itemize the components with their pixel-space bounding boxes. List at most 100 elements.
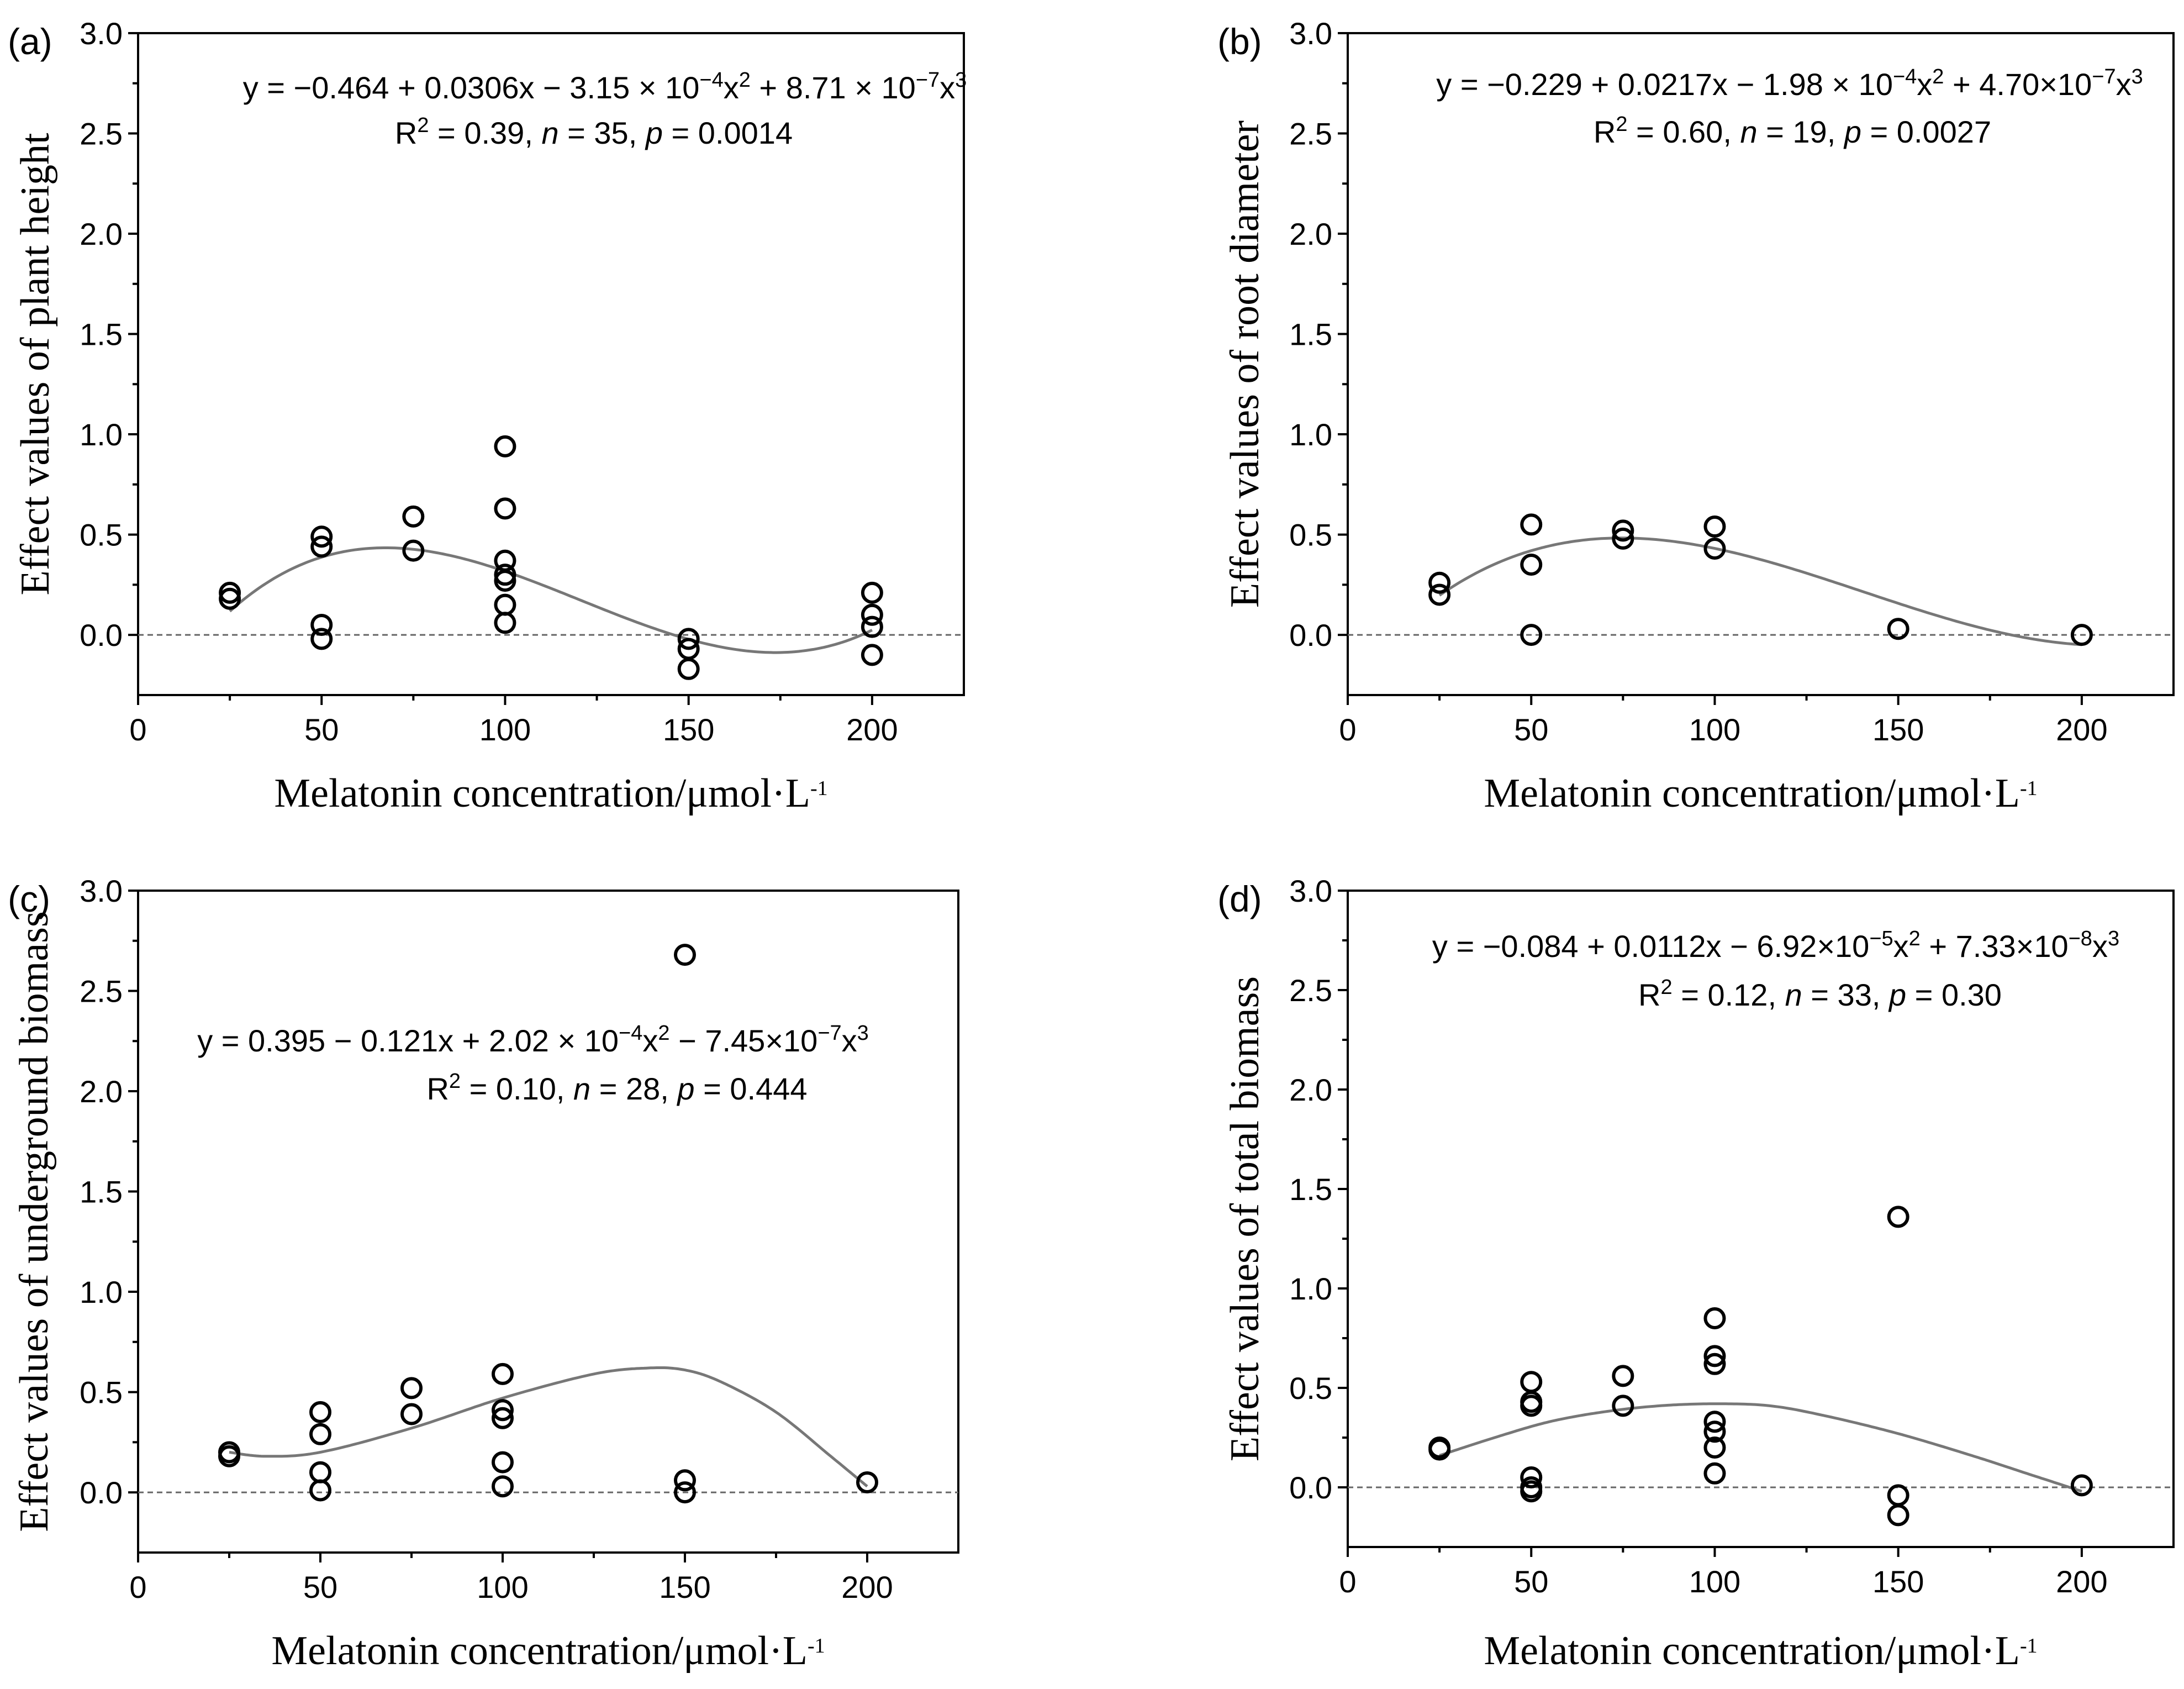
y-tick-label: 1.0 bbox=[80, 417, 123, 452]
data-point bbox=[218, 1445, 240, 1467]
x-tick-label: 0 bbox=[1339, 1564, 1356, 1599]
data-point bbox=[309, 1479, 331, 1502]
data-point bbox=[494, 497, 516, 520]
data-point bbox=[1520, 1371, 1543, 1393]
data-point bbox=[1887, 1484, 1909, 1507]
fit-equation: y = −0.464 + 0.0306x − 3.15 × 10−4x2 + 8… bbox=[243, 69, 967, 105]
y-tick-label: 0.5 bbox=[1289, 518, 1332, 553]
data-point bbox=[1520, 1466, 1543, 1488]
data-point bbox=[494, 564, 516, 586]
plot-frame bbox=[1347, 890, 2175, 1548]
y-axis-label: Effect values of root diameter bbox=[1222, 120, 1268, 608]
y-tick-label: 1.5 bbox=[1289, 1172, 1332, 1207]
plot-frame bbox=[137, 32, 965, 696]
fit-statistics: R2 = 0.12, n = 33, p = 0.30 bbox=[1638, 976, 2002, 1012]
fit-statistics: R2 = 0.39, n = 35, p = 0.0014 bbox=[395, 114, 793, 150]
data-point bbox=[1428, 571, 1451, 594]
x-axis-label: Melatonin concentration/μmol·L-1 bbox=[1484, 1628, 2037, 1674]
fit-equation: y = −0.084 + 0.0112x − 6.92×10−5x2 + 7.3… bbox=[1432, 927, 2119, 964]
data-point bbox=[310, 613, 333, 636]
panel-b: 0.0 0.5 1.0 1.5 2.0 2.5 3.0 0 50 100 150 200 (b) y = … bbox=[1217, 16, 2175, 816]
panel-c: 0.0 0.5 1.0 1.5 2.0 2.5 3.0 0 50 100 150 200 (c) y = … bbox=[8, 874, 959, 1674]
y-tick-label: 0.5 bbox=[80, 1375, 123, 1410]
x-tick-label: 50 bbox=[1514, 712, 1548, 747]
data-point bbox=[677, 628, 700, 650]
data-point bbox=[861, 615, 883, 638]
x-tick-label: 100 bbox=[479, 712, 531, 747]
data-point bbox=[1703, 1411, 1726, 1433]
y-axis-label: Effect values of underground biomass bbox=[12, 911, 57, 1532]
y-tick-label: 2.0 bbox=[1289, 1072, 1332, 1107]
y-axis-label: Effect values of total biomass bbox=[1222, 976, 1268, 1461]
data-point bbox=[674, 1469, 696, 1492]
data-point bbox=[400, 1403, 423, 1425]
data-point bbox=[1703, 1353, 1726, 1375]
fitted-curve bbox=[1439, 1402, 2082, 1493]
data-point bbox=[1703, 1437, 1726, 1459]
data-point bbox=[310, 628, 333, 650]
y-tick-label: 2.5 bbox=[80, 117, 123, 151]
y-tick-label: 2.5 bbox=[1289, 973, 1332, 1008]
y-tick-label: 2.5 bbox=[1289, 117, 1332, 151]
y-tick-label: 0.5 bbox=[80, 518, 123, 553]
x-axis-label: Melatonin concentration/μmol·L-1 bbox=[274, 771, 827, 816]
data-point bbox=[2070, 624, 2093, 646]
data-point bbox=[677, 657, 700, 680]
x-tick-label: 50 bbox=[303, 1570, 337, 1604]
fit-equation: y = 0.395 − 0.121x + 2.02 × 10−4x2 − 7.4… bbox=[197, 1022, 869, 1058]
data-point bbox=[1612, 519, 1634, 542]
data-point bbox=[1520, 554, 1543, 576]
data-point bbox=[1703, 1420, 1726, 1443]
y-tick-label: 0.0 bbox=[80, 1475, 123, 1510]
data-point bbox=[1520, 624, 1543, 646]
y-axis-label: Effect values of plant height bbox=[13, 133, 58, 595]
data-point bbox=[1428, 1438, 1451, 1461]
y-tick-label: 1.5 bbox=[1289, 317, 1332, 352]
data-point bbox=[674, 1481, 696, 1504]
y-tick-label: 2.0 bbox=[80, 217, 123, 251]
fitted-curve bbox=[229, 546, 873, 654]
y-tick-label: 0.0 bbox=[80, 618, 123, 653]
x-tick-label: 200 bbox=[2056, 1564, 2107, 1599]
data-point bbox=[494, 570, 516, 592]
fit-equation: y = −0.229 + 0.0217x − 1.98 × 10−4x2 + 4… bbox=[1436, 65, 2143, 102]
x-axis-label: Melatonin concentration/μmol·L-1 bbox=[271, 1628, 825, 1674]
y-tick-label: 0.5 bbox=[1289, 1371, 1332, 1406]
data-point bbox=[309, 1461, 331, 1483]
data-point bbox=[1428, 583, 1451, 606]
y-tick-label: 0.0 bbox=[1289, 1470, 1332, 1505]
data-point bbox=[1520, 513, 1543, 536]
data-point bbox=[400, 1377, 423, 1399]
x-tick-label: 150 bbox=[659, 1570, 710, 1604]
x-tick-label: 0 bbox=[129, 1570, 146, 1604]
data-point bbox=[494, 593, 516, 616]
data-point bbox=[402, 539, 425, 562]
data-point bbox=[1612, 1365, 1634, 1387]
panel-label: (d) bbox=[1217, 878, 1262, 919]
data-point bbox=[2070, 1474, 2093, 1497]
y-tick-label: 3.0 bbox=[1289, 874, 1332, 908]
data-point bbox=[492, 1362, 514, 1385]
data-point bbox=[310, 535, 333, 558]
data-point bbox=[219, 581, 241, 604]
y-tick-label: 3.0 bbox=[80, 874, 123, 908]
panel-d: 0.0 0.5 1.0 1.5 2.0 2.5 3.0 0 50 100 150 200 (d) y = … bbox=[1217, 874, 2175, 1674]
panel-label: (a) bbox=[8, 21, 52, 62]
data-point bbox=[1520, 1480, 1543, 1503]
data-point bbox=[492, 1451, 514, 1474]
y-tick-label: 3.0 bbox=[80, 16, 123, 51]
data-point bbox=[309, 1401, 331, 1423]
y-tick-label: 0.0 bbox=[1289, 618, 1332, 653]
x-tick-label: 150 bbox=[1872, 1564, 1924, 1599]
data-point bbox=[861, 581, 883, 604]
data-point bbox=[674, 944, 696, 966]
x-tick-label: 100 bbox=[1689, 712, 1740, 747]
data-point bbox=[492, 1475, 514, 1498]
data-point bbox=[1703, 1345, 1726, 1367]
data-point bbox=[1887, 618, 1909, 640]
fitted-curve bbox=[1438, 536, 2082, 646]
x-tick-label: 200 bbox=[846, 712, 898, 747]
fit-statistics: R2 = 0.60, n = 19, p = 0.0027 bbox=[1594, 113, 1991, 149]
data-point bbox=[1703, 1307, 1726, 1329]
plot-frame bbox=[1347, 32, 2175, 696]
